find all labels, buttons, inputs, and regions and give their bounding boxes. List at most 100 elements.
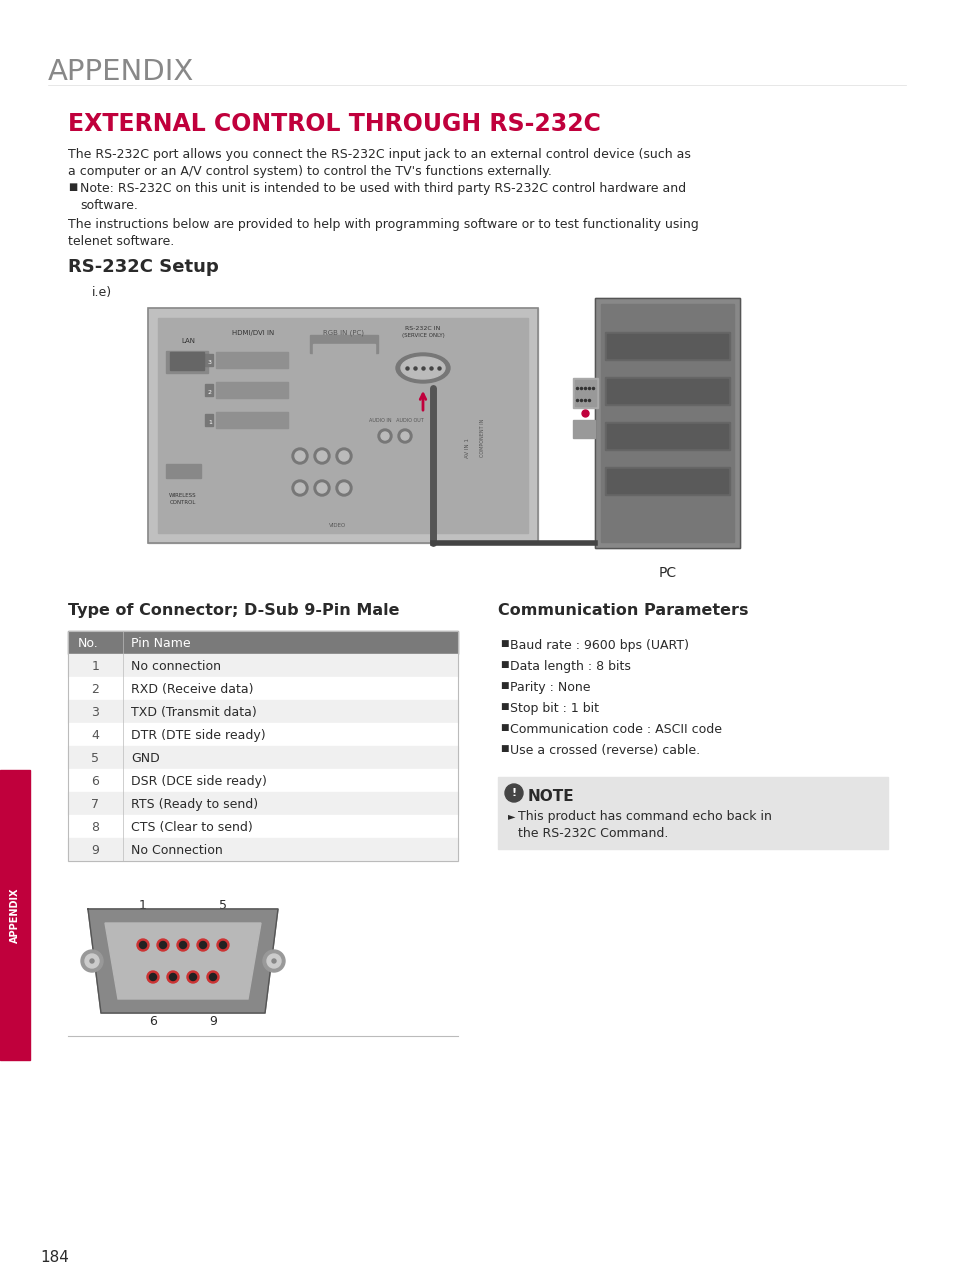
Bar [604, 467, 729, 495]
Text: No.: No. [78, 637, 99, 650]
Text: 2: 2 [208, 389, 212, 394]
Circle shape [380, 432, 389, 440]
Text: 5: 5 [91, 752, 99, 764]
Bar [600, 304, 733, 542]
Bar [68, 745, 457, 770]
Bar [205, 384, 213, 396]
Bar [573, 420, 595, 438]
Text: RS-232C Setup: RS-232C Setup [68, 258, 218, 276]
Ellipse shape [400, 357, 444, 379]
Text: HDMl/DVI IN: HDMl/DVI IN [232, 329, 274, 336]
Text: Pin Name: Pin Name [131, 637, 191, 650]
Circle shape [338, 452, 349, 460]
Circle shape [187, 971, 199, 983]
Circle shape [190, 973, 196, 981]
Circle shape [90, 959, 94, 963]
Text: ■: ■ [499, 639, 508, 647]
Text: ►: ► [507, 812, 515, 820]
Bar [68, 838, 457, 861]
Text: PC: PC [658, 566, 676, 580]
Text: Stop bit : 1 bit: Stop bit : 1 bit [510, 702, 598, 715]
Text: 1: 1 [91, 660, 99, 673]
Circle shape [150, 973, 156, 981]
Bar [205, 354, 213, 366]
Text: 6: 6 [149, 1015, 157, 1028]
Bar [68, 654, 457, 677]
Bar [606, 379, 727, 403]
Text: RXD (Receive data): RXD (Receive data) [131, 683, 253, 696]
Text: Parity : None: Parity : None [510, 681, 590, 695]
Bar [0, 770, 30, 1060]
Text: !: ! [511, 787, 516, 798]
Circle shape [397, 429, 412, 443]
Circle shape [137, 939, 149, 951]
Bar [215, 382, 288, 398]
Text: 3: 3 [91, 706, 99, 719]
Circle shape [147, 971, 159, 983]
Text: 7: 7 [91, 798, 99, 812]
Circle shape [170, 973, 176, 981]
Circle shape [314, 480, 330, 496]
Text: 5: 5 [219, 899, 227, 912]
Text: Baud rate : 9600 bps (UART): Baud rate : 9600 bps (UART) [510, 639, 688, 653]
Circle shape [210, 973, 216, 981]
Bar [68, 677, 457, 700]
Circle shape [85, 954, 99, 968]
Bar [595, 298, 740, 548]
Bar [595, 298, 740, 548]
Text: VIDEO: VIDEO [329, 523, 346, 528]
Bar [68, 770, 457, 792]
Circle shape [294, 452, 305, 460]
Circle shape [167, 971, 179, 983]
Text: ■: ■ [499, 702, 508, 711]
Text: APPENDIX: APPENDIX [10, 888, 20, 943]
Text: (SERVICE ONLY): (SERVICE ONLY) [401, 333, 444, 338]
Bar [68, 631, 457, 861]
Text: software.: software. [80, 198, 138, 212]
Text: ■: ■ [499, 744, 508, 753]
Circle shape [159, 941, 167, 949]
Text: Data length : 8 bits: Data length : 8 bits [510, 660, 630, 673]
Circle shape [272, 959, 275, 963]
Circle shape [377, 429, 392, 443]
Text: CTS (Clear to send): CTS (Clear to send) [131, 820, 253, 834]
Circle shape [267, 954, 281, 968]
Text: Use a crossed (reverse) cable.: Use a crossed (reverse) cable. [510, 744, 700, 757]
Circle shape [316, 452, 327, 460]
Text: The instructions below are provided to help with programming software or to test: The instructions below are provided to h… [68, 218, 698, 232]
Text: Communication Parameters: Communication Parameters [497, 603, 748, 618]
Bar [68, 722, 457, 745]
Circle shape [338, 483, 349, 494]
Text: RGB IN (PC): RGB IN (PC) [323, 329, 364, 337]
Text: No Connection: No Connection [131, 845, 222, 857]
Circle shape [157, 939, 169, 951]
Circle shape [292, 448, 308, 464]
Text: telenet software.: telenet software. [68, 235, 174, 248]
Text: This product has command echo back in: This product has command echo back in [517, 810, 771, 823]
Circle shape [316, 483, 327, 494]
Text: 1: 1 [139, 899, 147, 912]
Circle shape [219, 941, 226, 949]
Bar [158, 318, 527, 533]
Text: Note: RS-232C on this unit is intended to be used with third party RS-232C contr: Note: RS-232C on this unit is intended t… [80, 182, 685, 195]
Text: DTR (DTE side ready): DTR (DTE side ready) [131, 729, 265, 742]
Text: TXD (Transmit data): TXD (Transmit data) [131, 706, 256, 719]
Text: NOTE: NOTE [527, 789, 574, 804]
Text: EXTERNAL CONTROL THROUGH RS-232C: EXTERNAL CONTROL THROUGH RS-232C [68, 112, 600, 136]
Text: ■: ■ [499, 681, 508, 689]
Circle shape [335, 448, 352, 464]
Bar [497, 777, 887, 848]
Text: Communication code : ASCII code: Communication code : ASCII code [510, 722, 721, 736]
Ellipse shape [395, 354, 450, 383]
Text: 9: 9 [209, 1015, 216, 1028]
Text: Type of Connector; D-Sub 9-Pin Male: Type of Connector; D-Sub 9-Pin Male [68, 603, 399, 618]
Circle shape [196, 939, 209, 951]
Bar [575, 380, 596, 406]
Circle shape [207, 971, 219, 983]
Text: WIRELESS: WIRELESS [169, 494, 196, 499]
Bar [166, 464, 201, 478]
Circle shape [179, 941, 186, 949]
Bar [573, 378, 598, 408]
Text: 4: 4 [91, 729, 99, 742]
Text: AV IN 1: AV IN 1 [465, 438, 470, 458]
